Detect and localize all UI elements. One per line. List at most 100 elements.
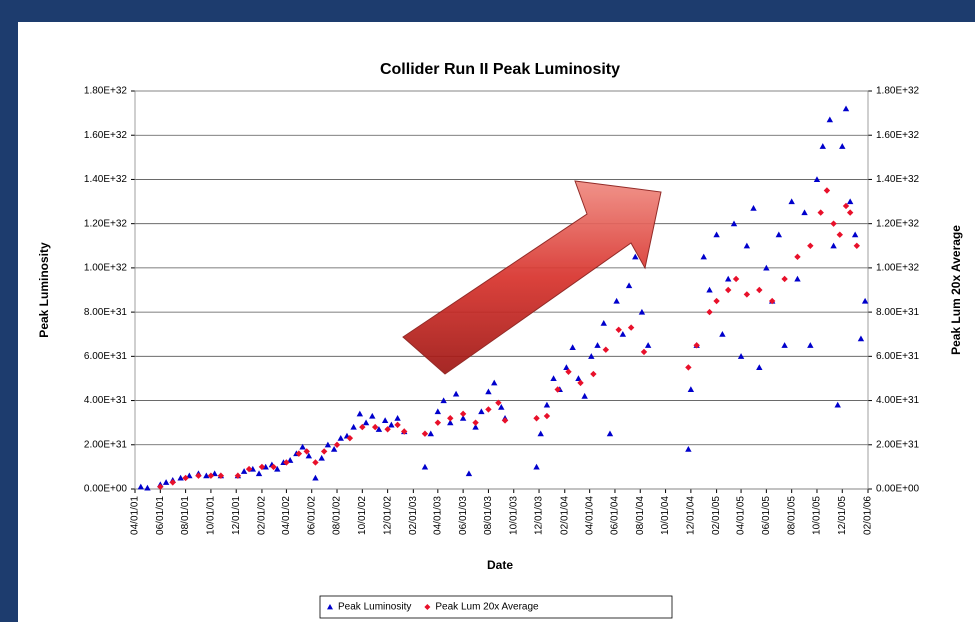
x-tick-label: 10/01/05: [812, 496, 823, 535]
data-point: [182, 474, 189, 482]
data-point: [588, 353, 595, 359]
x-tick-label: 12/01/01: [231, 496, 242, 535]
x-tick-label: 08/01/01: [180, 496, 191, 535]
data-point: [533, 415, 540, 422]
y-tick-label: 2.00E+31: [84, 439, 128, 450]
x-tick-label: 04/01/04: [584, 496, 595, 535]
data-point: [501, 417, 509, 424]
data-point: [693, 342, 700, 349]
data-point: [638, 308, 646, 315]
data-point: [137, 483, 145, 490]
data-point: [563, 364, 570, 370]
x-tick-label: 10/01/01: [206, 496, 217, 535]
data-point: [472, 419, 479, 426]
data-point: [801, 209, 808, 216]
x-tick-label: 12/01/05: [837, 496, 848, 535]
x-tick-label: 06/01/04: [610, 496, 621, 535]
data-point: [255, 470, 263, 477]
y-tick-label: 4.00E+31: [84, 395, 128, 406]
x-tick-label: 04/01/01: [130, 496, 141, 535]
data-point: [830, 220, 837, 227]
data-point: [249, 465, 257, 472]
data-point: [144, 484, 151, 491]
data-point: [465, 470, 473, 477]
data-point: [819, 143, 826, 149]
x-tick-label: 04/01/05: [736, 496, 747, 535]
data-point: [495, 399, 502, 406]
data-point: [730, 220, 738, 227]
x-tick-label: 10/01/04: [660, 496, 671, 535]
data-point: [842, 202, 850, 210]
data-point: [644, 342, 652, 348]
data-point: [533, 463, 540, 470]
y2-tick-label: 1.60E+32: [876, 130, 920, 141]
data-point: [401, 428, 408, 435]
data-point: [384, 426, 391, 433]
x-tick-label: 08/01/04: [635, 496, 646, 535]
data-point: [853, 242, 860, 249]
x-tick-label: 12/01/03: [534, 496, 545, 535]
x-tick-label: 02/01/05: [711, 496, 722, 535]
data-point: [177, 474, 184, 481]
data-point: [706, 308, 713, 316]
x-axis-title: Date: [487, 558, 513, 572]
y2-axis-title: Peak Lum 20x Average: [949, 225, 963, 355]
data-point: [687, 386, 695, 393]
data-point: [324, 441, 332, 448]
data-point: [807, 342, 814, 348]
data-point: [258, 463, 266, 471]
data-point: [262, 463, 269, 470]
data-point: [186, 472, 193, 479]
data-point: [303, 448, 310, 455]
data-point: [590, 370, 597, 378]
x-tick-label: 10/01/03: [508, 496, 519, 535]
data-point: [234, 472, 242, 479]
data-point: [554, 386, 561, 393]
data-point: [195, 472, 202, 479]
data-point: [756, 286, 763, 294]
data-point: [447, 419, 454, 426]
data-point: [478, 408, 485, 415]
data-point: [781, 342, 788, 348]
y2-tick-label: 4.00E+31: [876, 395, 920, 406]
y-tick-label: 8.00E+31: [84, 307, 128, 318]
data-point: [615, 326, 622, 333]
x-tick-label: 04/01/03: [432, 496, 443, 535]
data-point: [543, 412, 551, 420]
x-tick-label: 06/01/05: [761, 496, 772, 535]
data-point: [781, 275, 788, 283]
data-point: [286, 457, 294, 463]
data-point: [270, 463, 277, 471]
data-point: [600, 319, 607, 326]
data-point: [813, 176, 821, 183]
data-point: [295, 450, 303, 457]
y-tick-label: 1.00E+32: [84, 263, 128, 274]
data-point: [713, 297, 720, 305]
x-tick-label: 08/01/03: [483, 496, 494, 535]
x-tick-label: 06/01/03: [458, 496, 469, 535]
data-point: [318, 454, 325, 461]
data-point: [842, 105, 850, 112]
data-point: [823, 187, 831, 194]
y-tick-label: 1.20E+32: [84, 218, 128, 229]
data-point: [388, 421, 395, 428]
data-point: [834, 401, 841, 408]
data-point: [763, 264, 770, 271]
data-point: [320, 448, 328, 455]
data-point: [240, 468, 248, 474]
y2-tick-label: 1.00E+32: [876, 263, 920, 274]
x-tick-label: 02/01/04: [559, 496, 570, 535]
x-tick-label: 02/01/03: [408, 496, 419, 535]
data-point: [685, 364, 692, 371]
data-point: [839, 143, 846, 149]
x-tick-label: 08/01/02: [332, 496, 343, 535]
data-point: [162, 479, 170, 485]
data-point: [485, 388, 492, 395]
chart-title: Collider Run II Peak Luminosity: [380, 61, 620, 78]
data-point: [472, 423, 479, 430]
data-point: [217, 472, 225, 479]
trend-arrow: [402, 180, 662, 375]
y2-tick-label: 1.20E+32: [876, 218, 920, 229]
data-point: [627, 324, 635, 331]
